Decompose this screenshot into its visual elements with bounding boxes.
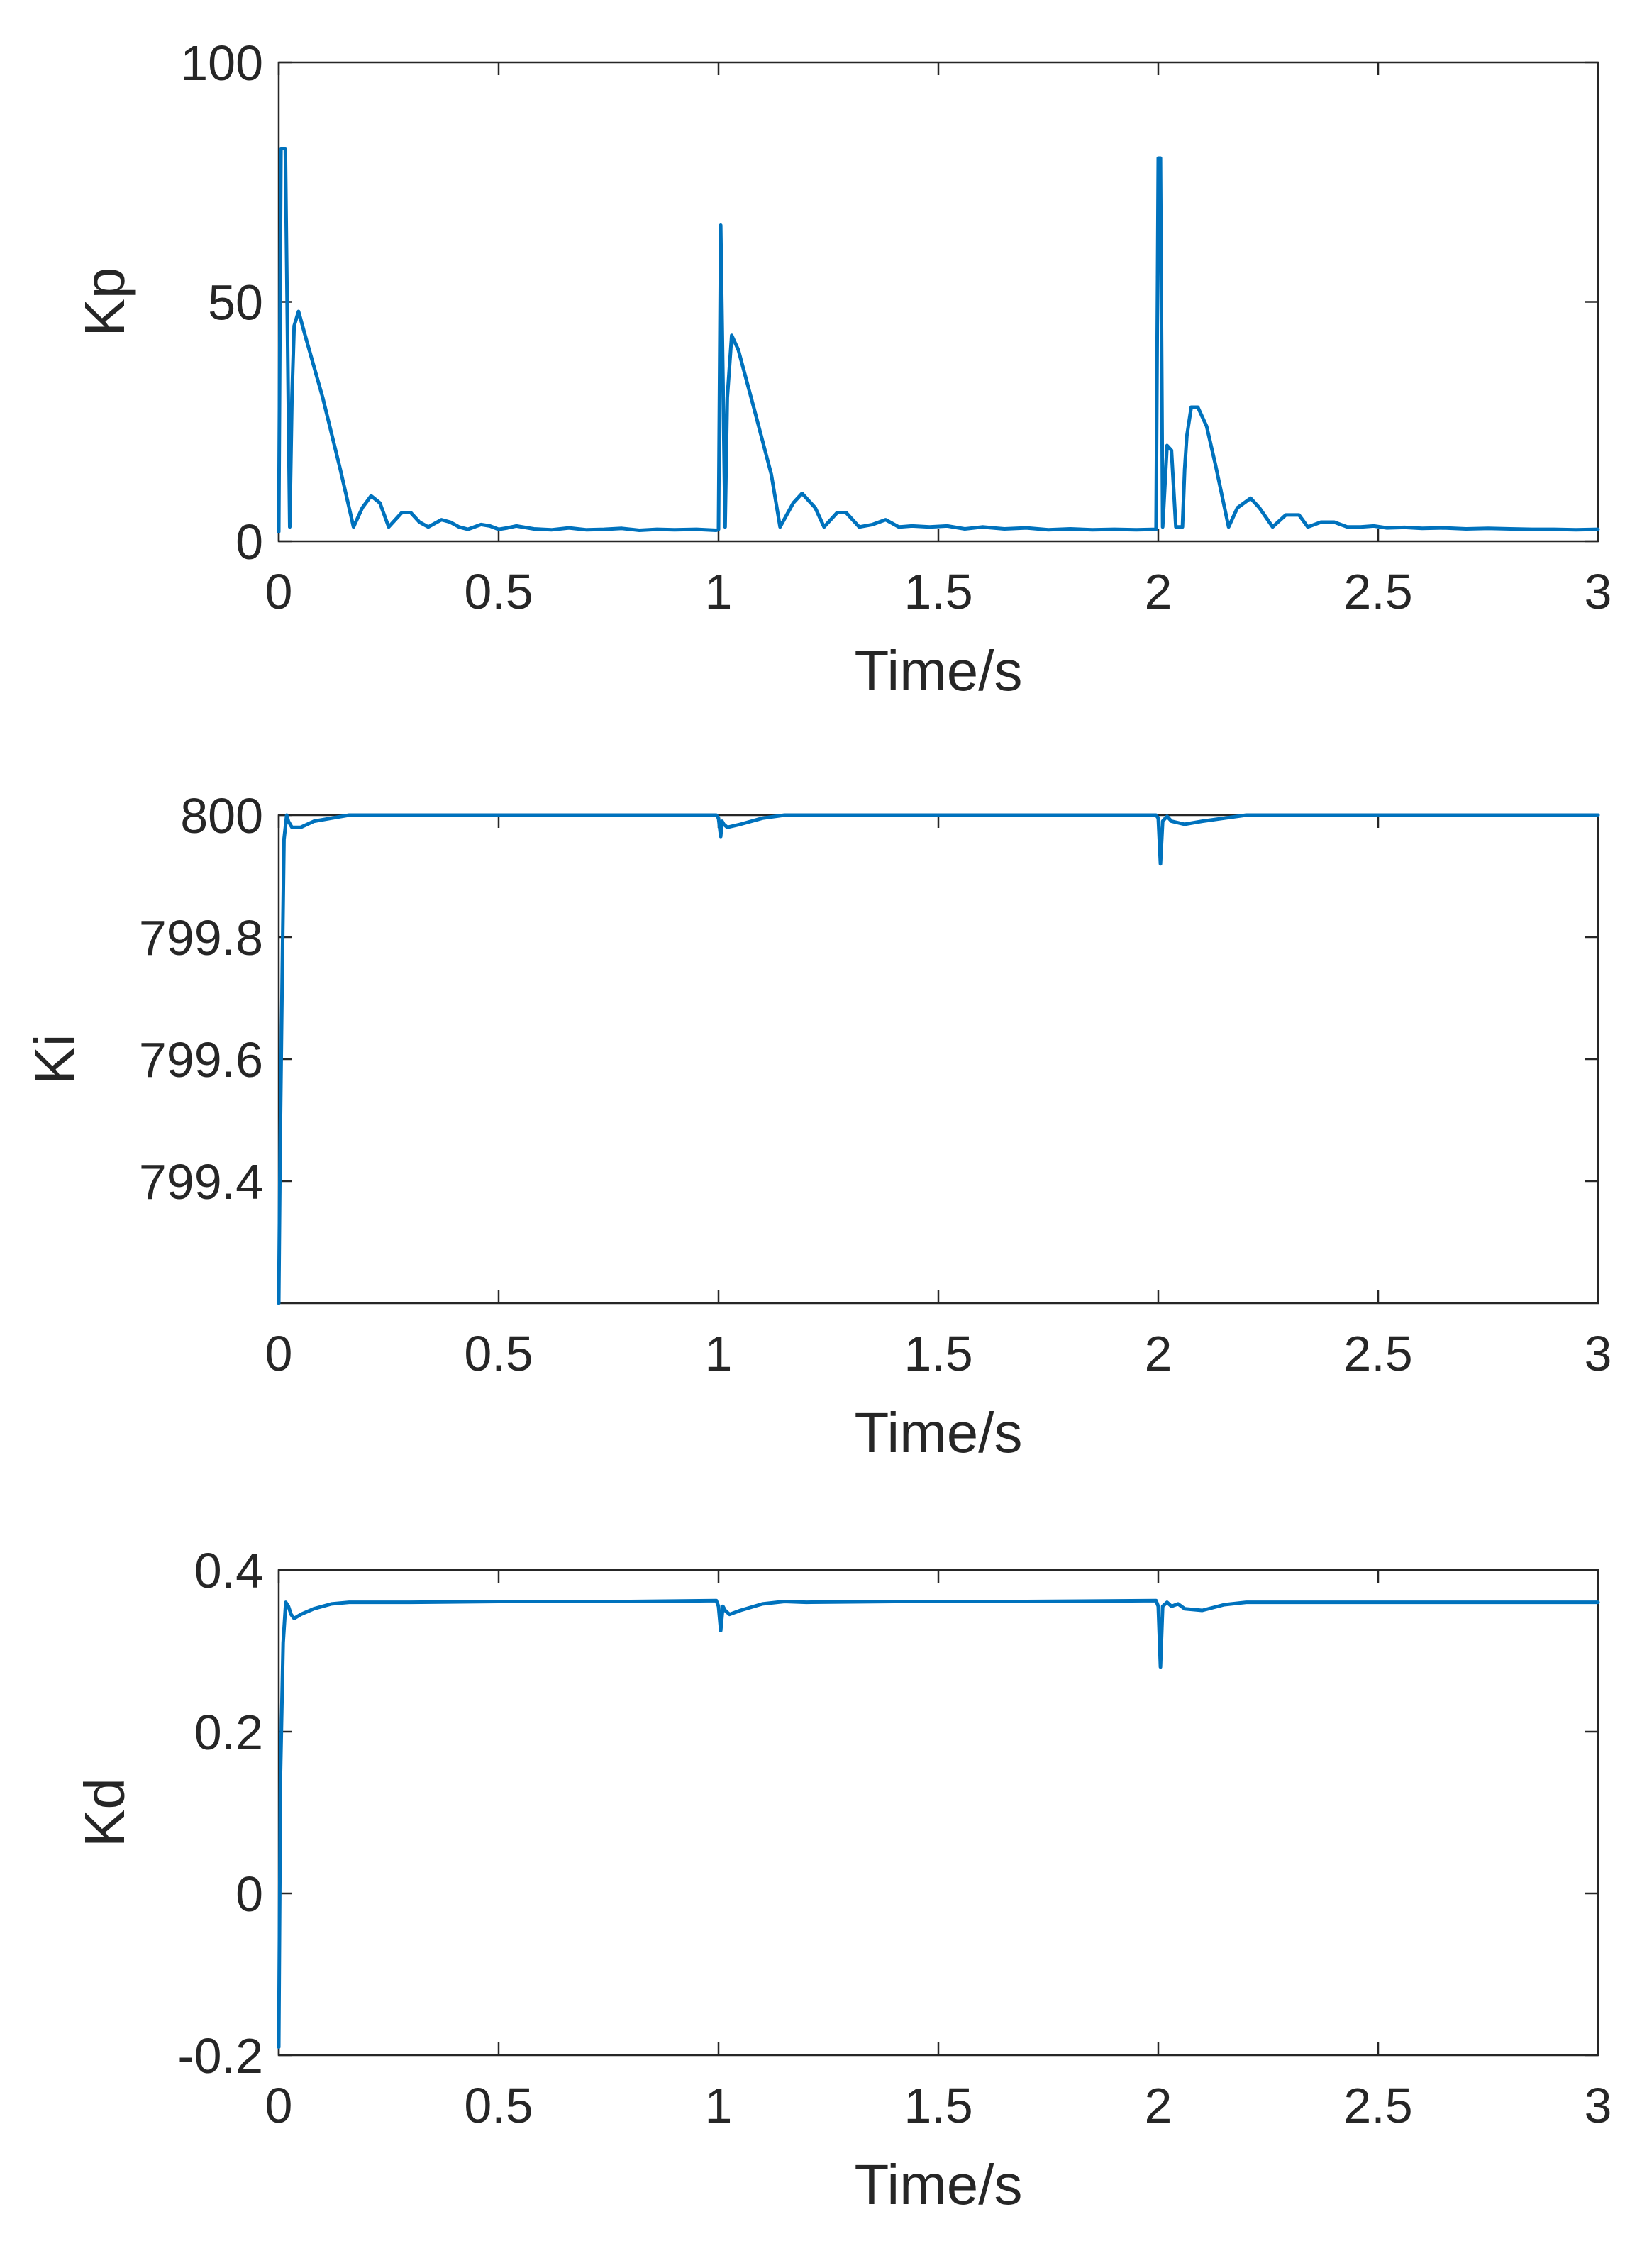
x-tick-label: 1 [705,1326,733,1381]
axes-box [277,814,1599,1305]
x-tick-label: 0 [265,1326,293,1381]
x-tick-label: 2 [1145,2078,1172,2133]
y-axis-label-ki: Ki [23,1034,87,1084]
series-line-ki [277,813,1600,1305]
y-tick-label: 50 [208,275,263,331]
axes-box [277,1569,1599,2057]
x-tick-label: 3 [1585,564,1612,619]
subplot-kp: 0 0.5 1 1.5 2 2.5 3 0 50 100 Time/s Kp [73,35,1612,702]
subplot-ki: 0 0.5 1 1.5 2 2.5 3 799.4 799.6 799.8 800 Time/s Ki [23,788,1612,1464]
x-axis-label: Time/s [854,1401,1022,1464]
y-tick-label: 800 [180,788,263,843]
y-axis-label-kp: Kp [73,267,136,337]
x-tick-label: 2.5 [1343,1326,1412,1381]
x-tick-label: 2 [1145,564,1172,619]
series-line-kp [277,147,1600,533]
x-tick-label: 2.5 [1343,2078,1412,2133]
x-tick-label: 1 [705,564,733,619]
x-tick-label: 1 [705,2078,733,2133]
x-tick-label: 0 [265,2078,293,2133]
y-tick-label: 799.4 [139,1154,263,1210]
y-tick-label: 0 [235,514,263,570]
x-tick-label: 1.5 [904,1326,972,1381]
x-tick-label: 1.5 [904,564,972,619]
x-tick-label: 2.5 [1343,564,1412,619]
axes-box [277,61,1599,543]
x-tick-label: 0.5 [464,564,533,619]
y-tick-label: 100 [180,35,263,91]
y-tick-label: 0.2 [194,1705,263,1760]
x-tick-label: 1.5 [904,2078,972,2133]
x-tick-label: 2 [1145,1326,1172,1381]
y-tick-label: -0.2 [177,2028,263,2084]
y-tick-label: 0.4 [194,1543,263,1598]
x-tick-label: 0 [265,564,293,619]
x-tick-label: 3 [1585,1326,1612,1381]
x-tick-label: 3 [1585,2078,1612,2133]
y-tick-label: 799.6 [139,1032,263,1088]
y-tick-label: 799.8 [139,910,263,966]
x-axis-label: Time/s [854,639,1022,702]
y-axis-label-kd: Kd [73,1778,136,1847]
y-tick-label: 0 [235,1866,263,1922]
x-axis-label: Time/s [854,2153,1022,2216]
x-tick-label: 0.5 [464,1326,533,1381]
series-line-kd [277,1598,1600,2050]
x-tick-label: 0.5 [464,2078,533,2133]
